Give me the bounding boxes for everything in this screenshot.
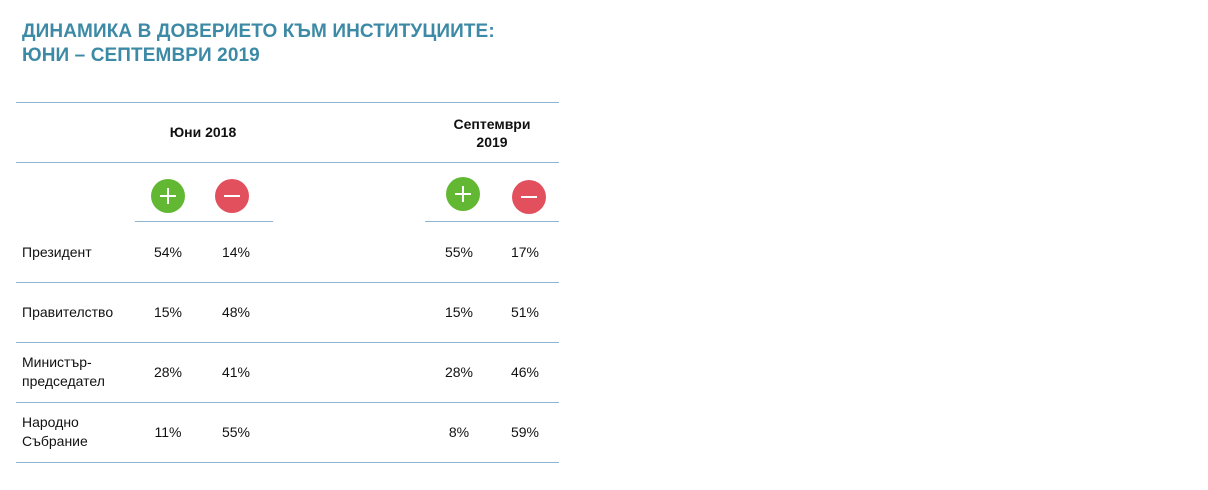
row-label-government: Правителство [22, 303, 113, 322]
value-september-plus-government: 15% [444, 304, 474, 320]
table-top-rule [16, 102, 559, 103]
plus-circle-icon [151, 179, 185, 213]
value-june-plus-parliament: 11% [154, 424, 182, 440]
value-june-minus-president: 14% [221, 244, 251, 260]
value-june-minus-government: 48% [221, 304, 251, 320]
trust-table: Юни 2018 Септември 2019 Президент 54% 14… [16, 102, 559, 464]
row-label-parliament-line-2: Събрание [22, 433, 88, 449]
value-june-minus-parliament: 55% [221, 424, 251, 440]
value-june-plus-prime-minister: 28% [153, 364, 183, 380]
value-september-minus-parliament: 59% [510, 424, 540, 440]
column-header-september-2019-line-1: Септември [453, 116, 531, 132]
value-june-plus-president: 54% [153, 244, 183, 260]
row-label-prime-minister-line-2: председател [22, 373, 105, 389]
table-bottom-rule [16, 462, 559, 463]
value-september-plus-prime-minister: 28% [444, 364, 474, 380]
row-rule-2 [16, 342, 559, 343]
value-september-minus-government: 51% [510, 304, 540, 320]
chart-title-line-1: ДИНАМИКА В ДОВЕРИЕТО КЪМ ИНСТИТУЦИИТЕ: [22, 21, 495, 42]
row-label-prime-minister: Министър- председател [22, 353, 105, 391]
row-label-president-line-1: Президент [22, 244, 92, 260]
column-header-september-2019-line-2: 2019 [476, 134, 508, 150]
row-rule-1 [16, 282, 559, 283]
chart-title-line-2: ЮНИ – СЕПТЕМВРИ 2019 [22, 45, 260, 66]
icon-rule-june [135, 221, 273, 222]
value-september-minus-president: 17% [510, 244, 540, 260]
column-header-june-2018-line-1: Юни 2018 [169, 124, 237, 140]
row-label-prime-minister-line-1: Министър- [22, 354, 92, 370]
value-september-minus-prime-minister: 46% [510, 364, 540, 380]
column-header-september-2019: Септември 2019 [432, 115, 552, 151]
row-rule-3 [16, 402, 559, 403]
header-rule [16, 162, 559, 163]
value-june-minus-prime-minister: 41% [221, 364, 251, 380]
row-label-president: Президент [22, 243, 92, 262]
minus-circle-icon [215, 179, 249, 213]
value-june-plus-government: 15% [153, 304, 183, 320]
chart-title: ДИНАМИКА В ДОВЕРИЕТО КЪМ ИНСТИТУЦИИТЕ: Ю… [22, 20, 495, 68]
row-label-parliament-line-1: Народно [22, 414, 79, 430]
column-header-june-2018: Юни 2018 [143, 123, 263, 141]
value-september-plus-president: 55% [444, 244, 474, 260]
row-label-government-line-1: Правителство [22, 304, 114, 320]
plus-circle-icon [446, 177, 480, 211]
icon-rule-september [425, 221, 559, 222]
minus-circle-icon [512, 180, 546, 214]
row-label-parliament: Народно Събрание [22, 413, 88, 451]
value-september-plus-parliament: 8% [448, 424, 470, 440]
